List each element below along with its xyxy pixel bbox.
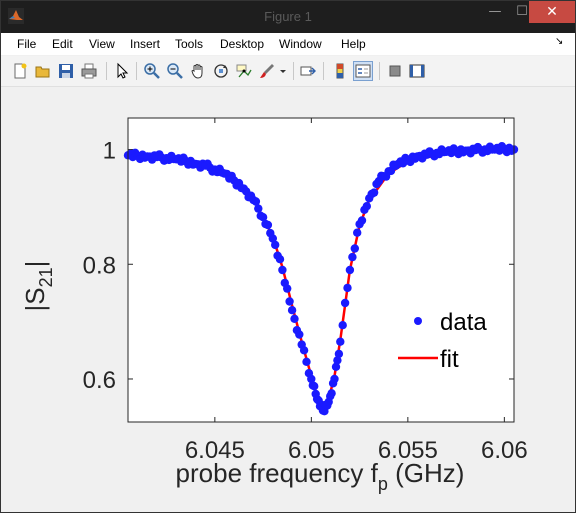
- menu-view[interactable]: View: [89, 37, 115, 51]
- data-point: [302, 357, 311, 366]
- data-point: [327, 389, 336, 398]
- data-point: [357, 216, 367, 225]
- legend-fit-label: fit: [440, 346, 459, 373]
- data-point: [353, 228, 362, 237]
- data-point: [251, 197, 261, 206]
- data-cursor-icon[interactable]: [235, 62, 253, 80]
- window-title: Figure 1: [264, 9, 312, 24]
- menu-window[interactable]: Window: [279, 37, 322, 51]
- colorbar-icon[interactable]: [331, 62, 349, 80]
- y-tick-label: 0.6: [83, 367, 116, 394]
- y-tick-label: 1: [103, 138, 116, 165]
- data-point: [348, 252, 357, 262]
- zoom-in-icon[interactable]: [143, 62, 161, 80]
- data-point: [310, 382, 319, 391]
- data-point: [338, 321, 347, 330]
- toolbar-separator: [136, 62, 137, 80]
- y-tick-labels: 0.6 0.8 1: [83, 138, 116, 394]
- menu-edit[interactable]: Edit: [52, 37, 73, 51]
- axes-box: [127, 117, 515, 423]
- rotate-3d-icon[interactable]: [212, 62, 230, 80]
- brush-dropdown-icon[interactable]: [278, 62, 288, 80]
- data-point: [331, 362, 341, 371]
- minimize-button[interactable]: —: [488, 4, 502, 19]
- data-point: [333, 356, 342, 365]
- matlab-logo-icon: [8, 8, 24, 24]
- zoom-out-icon[interactable]: [166, 62, 184, 80]
- x-axis-label: probe frequency fp (GHz): [176, 458, 465, 494]
- data-point: [271, 240, 280, 250]
- dock-figure-icon[interactable]: ↘: [555, 36, 564, 47]
- link-plot-icon[interactable]: [299, 62, 317, 80]
- data-point: [307, 374, 316, 384]
- data-point: [285, 297, 294, 306]
- menu-help[interactable]: Help: [341, 37, 366, 51]
- brush-icon[interactable]: [258, 62, 276, 80]
- hide-plot-tools-icon[interactable]: [386, 62, 404, 80]
- x-tick-label: 6.045: [185, 437, 245, 464]
- data-point: [330, 374, 339, 384]
- data-point: [350, 244, 359, 253]
- data-point: [268, 234, 277, 243]
- data-point: [334, 349, 344, 359]
- open-file-icon[interactable]: [34, 62, 52, 80]
- close-button[interactable]: ✕: [529, 1, 575, 23]
- toolbar-separator: [293, 62, 294, 80]
- data-point: [340, 298, 350, 308]
- x-tick-label: 6.055: [378, 437, 438, 464]
- data-point: [299, 346, 309, 355]
- x-tick-label: 6.05: [288, 437, 335, 464]
- menu-bar: File Edit View Insert Tools Desktop Wind…: [1, 33, 575, 55]
- data-point: [287, 306, 297, 315]
- data-point: [275, 255, 285, 264]
- print-icon[interactable]: [80, 62, 98, 80]
- toolbar-separator: [106, 62, 107, 80]
- data-point: [290, 314, 299, 323]
- x-tick-labels: 6.045 6.05 6.055 6.06: [185, 437, 528, 464]
- save-icon[interactable]: [57, 62, 75, 80]
- data-point: [362, 202, 371, 211]
- toolbar-separator: [323, 62, 324, 80]
- axis-ticks: [128, 118, 514, 422]
- data-point: [278, 265, 287, 275]
- data-point: [258, 213, 268, 222]
- data-point: [345, 265, 355, 275]
- maximize-button[interactable]: ☐: [516, 4, 528, 19]
- data-point: [295, 330, 304, 339]
- figure-toolbar: [1, 56, 575, 87]
- data-point: [343, 283, 352, 293]
- menu-file[interactable]: File: [17, 37, 37, 51]
- data-point: [369, 188, 379, 197]
- legend-data-marker: [414, 317, 422, 325]
- toolbar-separator: [379, 62, 380, 80]
- title-bar[interactable]: Figure 1 — ☐ ✕: [1, 1, 575, 33]
- menu-desktop[interactable]: Desktop: [220, 37, 265, 51]
- show-plot-tools-icon[interactable]: [408, 62, 426, 80]
- chart: 6.045 6.05 6.055 6.06 0.6 0.8 1 probe frequen…: [20, 117, 528, 494]
- data-points: [123, 142, 519, 416]
- y-axis-label: |S21|: [20, 261, 56, 312]
- y-tick-label: 0.8: [83, 252, 116, 279]
- legend-icon[interactable]: [353, 61, 373, 81]
- menu-tools[interactable]: Tools: [175, 37, 204, 51]
- data-point: [336, 337, 345, 346]
- pan-hand-icon[interactable]: [189, 62, 207, 80]
- menu-insert[interactable]: Insert: [130, 37, 161, 51]
- legend: data fit: [398, 309, 487, 373]
- data-point: [263, 220, 273, 230]
- legend-data-label: data: [440, 309, 487, 336]
- data-point: [283, 284, 292, 293]
- data-point: [254, 204, 263, 213]
- select-arrow-icon[interactable]: [113, 62, 131, 80]
- new-figure-icon[interactable]: [11, 62, 29, 80]
- x-tick-label: 6.06: [481, 437, 528, 464]
